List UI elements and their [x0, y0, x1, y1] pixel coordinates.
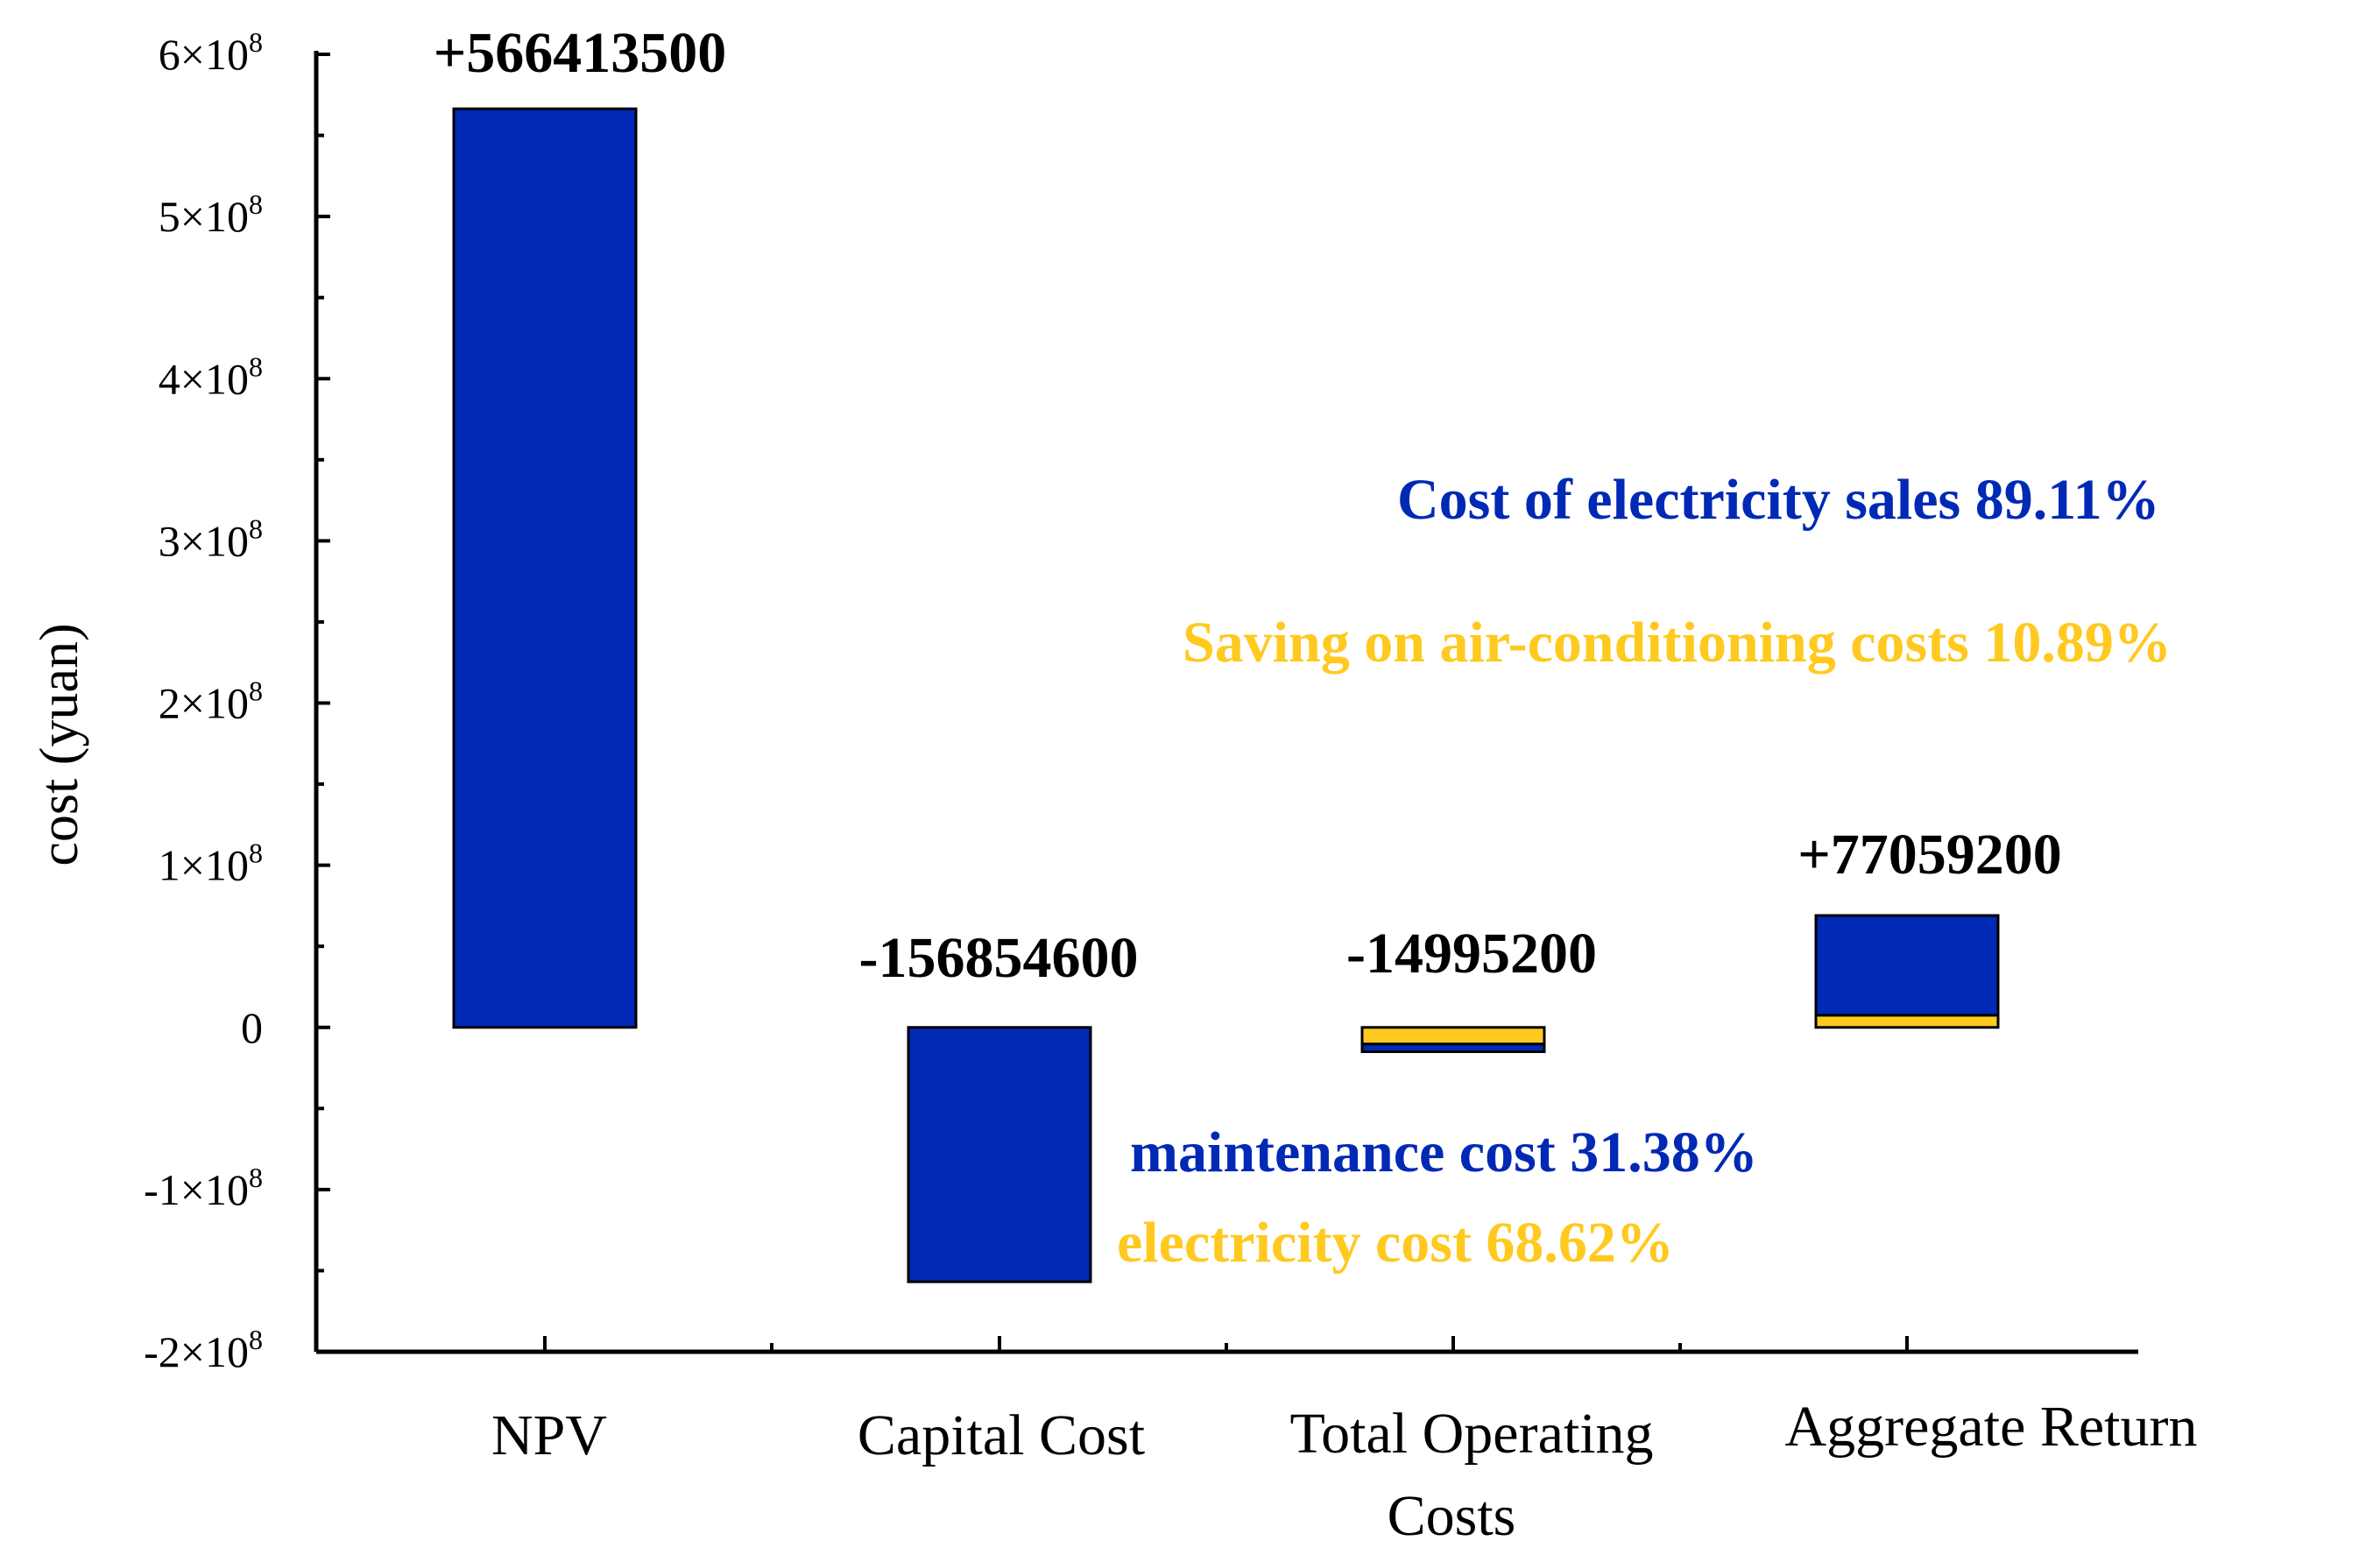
- x-tick-label-line: Aggregate Return: [1785, 1395, 2198, 1459]
- y-tick-exponent: 8: [249, 26, 263, 58]
- y-tick-exponent: 8: [249, 188, 263, 220]
- bars-layer: [452, 107, 2000, 1283]
- y-tick-label: 2×108: [159, 675, 263, 728]
- y-tick-exponent: 8: [249, 350, 263, 382]
- y-tick-label: -1×108: [144, 1162, 263, 1214]
- x-tick-label-aggregate-return: Aggregate Return: [1785, 1395, 2198, 1459]
- annotation-electricity-sales: Cost of electricity sales 89.11%: [1397, 468, 2160, 532]
- annotations: Cost of electricity sales 89.11% Saving …: [1117, 468, 2172, 1275]
- annotation-electricity-cost: electricity cost 68.62%: [1117, 1211, 1674, 1275]
- value-label-total-operating-costs: -14995200: [1346, 922, 1597, 986]
- x-tick-label-capital-cost: Capital Cost: [858, 1403, 1145, 1467]
- x-tick-label-line: Costs: [1388, 1484, 1516, 1548]
- y-tick-label: 4×108: [159, 350, 263, 403]
- y-tick-exponent: 8: [249, 1324, 263, 1355]
- bar-capital-cost-segment-0: [907, 1026, 1092, 1283]
- x-tick-label-npv: NPV: [491, 1403, 607, 1467]
- y-tick-label: 1×108: [159, 838, 263, 890]
- y-tick-exponent: 8: [249, 675, 263, 707]
- y-tick-exponent: 8: [249, 1162, 263, 1193]
- x-tick-label-total-operating-costs: Total Operating Costs: [1289, 1402, 1653, 1548]
- x-ticks: NPV Capital Cost Total Operating Costs Aggre…: [491, 1336, 2198, 1548]
- bar-aggregate-return-segment-0: [1814, 1014, 2000, 1029]
- y-tick-exponent: 8: [249, 838, 263, 869]
- value-label-npv: +566413500: [434, 21, 727, 85]
- bar-aggregate-return-segment-1: [1814, 914, 2000, 1017]
- y-ticks: 6×108 5×108 4×108 3×108 2×108 1×108 0 -1×108 -2×…: [144, 26, 330, 1376]
- bar-npv-segment-0: [452, 107, 638, 1029]
- annotation-maintenance-cost: maintenance cost 31.38%: [1130, 1120, 1758, 1184]
- y-tick-label: 3×108: [159, 512, 263, 565]
- value-label-capital-cost: -156854600: [859, 926, 1139, 990]
- x-tick-label-line: NPV: [491, 1403, 607, 1467]
- x-tick-label-line: Capital Cost: [858, 1403, 1145, 1467]
- bar-total-operating-costs-segment-1: [1360, 1043, 1546, 1054]
- value-labels: +566413500 -156854600 -14995200 +77059200: [434, 21, 2062, 990]
- y-tick-exponent: 8: [249, 512, 263, 544]
- y-tick-label: 0: [241, 1003, 263, 1052]
- annotation-air-conditioning-saving: Saving on air-conditioning costs 10.89%: [1183, 611, 2172, 675]
- value-label-aggregate-return: +77059200: [1797, 823, 2062, 887]
- y-axis-label: cost (yuan): [30, 623, 89, 866]
- y-tick-label: -2×108: [144, 1324, 263, 1376]
- x-tick-label-line: Total Operating: [1289, 1402, 1653, 1466]
- y-tick-label: 5×108: [159, 188, 263, 241]
- bar-total-operating-costs-segment-0: [1360, 1026, 1546, 1046]
- y-tick-label: 6×108: [159, 26, 263, 79]
